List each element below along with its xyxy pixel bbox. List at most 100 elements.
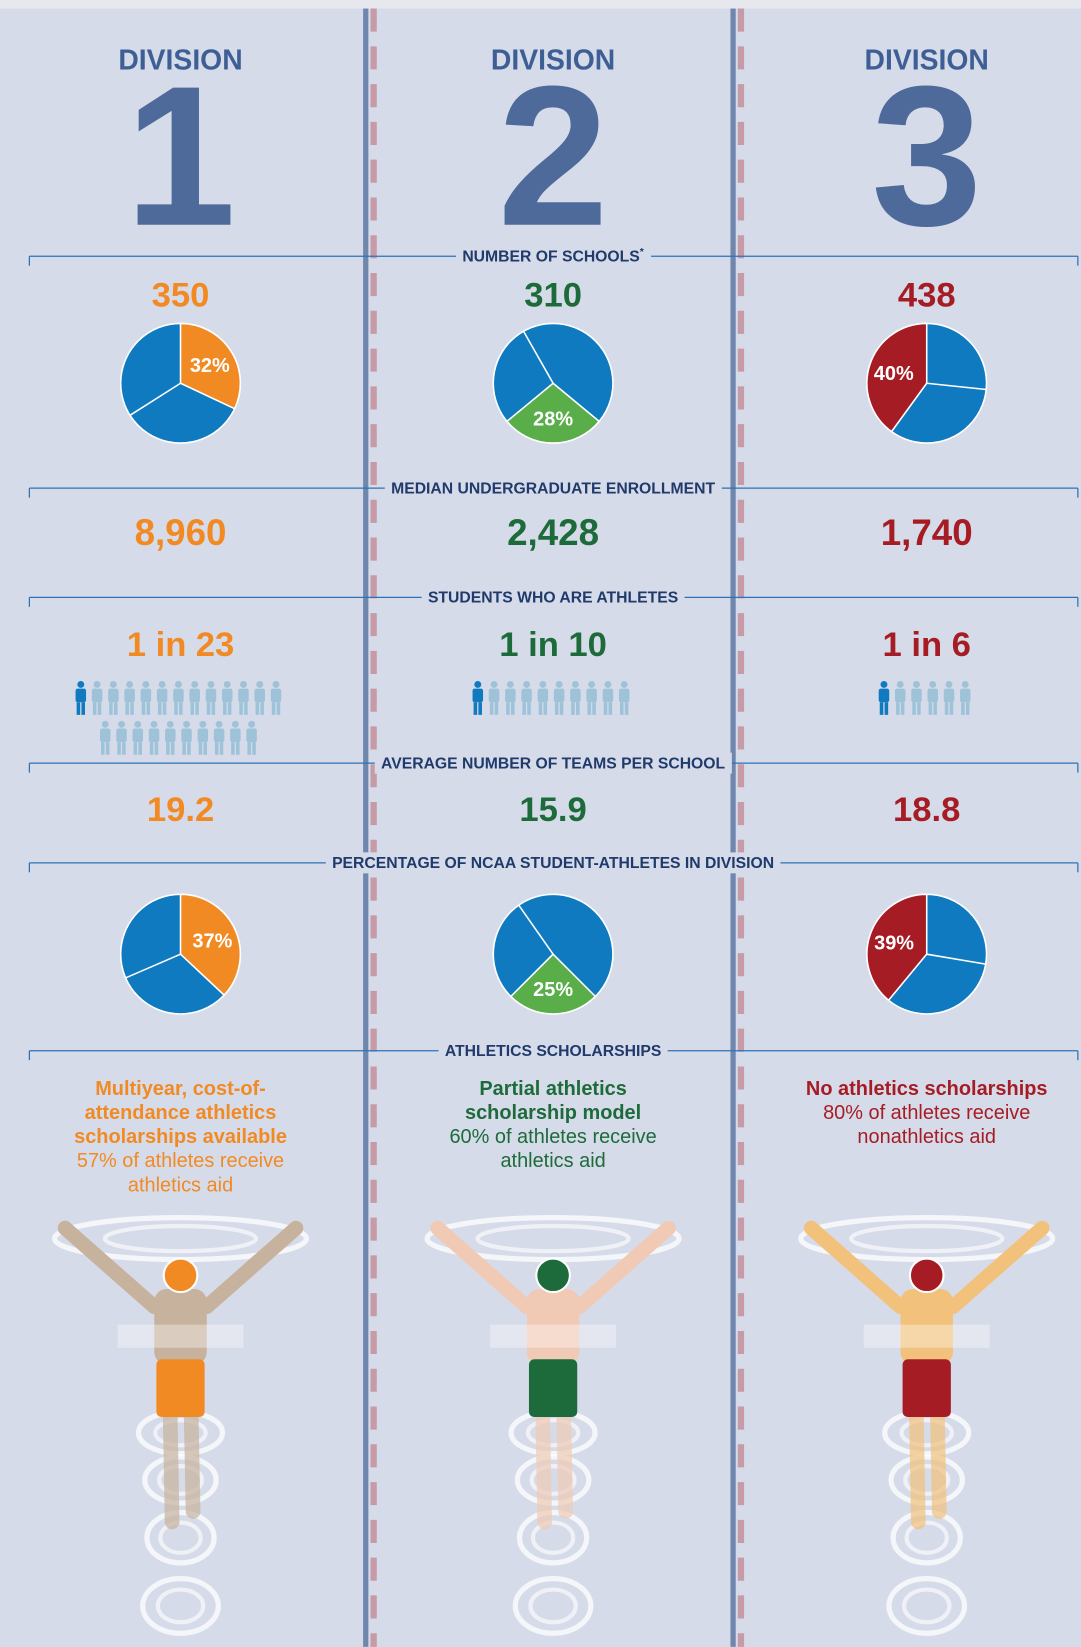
icon-leg <box>147 702 151 715</box>
icon-leg <box>93 702 97 715</box>
icon-body <box>76 689 86 703</box>
icon-body <box>165 729 175 743</box>
teams-per-school: 18.8 <box>893 791 960 829</box>
section-title: STUDENTS WHO ARE ATHLETES <box>428 590 678 607</box>
section-title: ATHLETICS SCHOLARSHIPS <box>445 1043 662 1060</box>
icon-head <box>913 681 920 688</box>
scholarship-title: Multiyear, cost-of-attendance athletics … <box>52 1077 309 1149</box>
division-number: 3 <box>871 45 982 268</box>
icon-leg <box>256 702 260 715</box>
icon-head <box>110 681 117 688</box>
icon-leg <box>125 702 129 715</box>
icon-leg <box>215 742 219 755</box>
icon-head <box>240 681 247 688</box>
scholarship-text: Multiyear, cost-of-attendance athletics … <box>23 1077 338 1192</box>
icon-leg <box>212 702 216 715</box>
page: NUMBER OF SCHOOLS*MEDIAN UNDERGRADUATE E… <box>0 0 1081 1647</box>
icon-head <box>126 681 133 688</box>
icon-body <box>214 729 224 743</box>
section-title: MEDIAN UNDERGRADUATE ENROLLMENT <box>391 480 715 497</box>
icon-leg <box>539 702 543 715</box>
icon-body <box>222 689 232 703</box>
icon-body <box>473 689 483 703</box>
icon-leg <box>163 702 167 715</box>
icon-body <box>505 689 515 703</box>
icon-head <box>175 681 182 688</box>
icon-leg <box>158 702 162 715</box>
athlete-ratio: 1 in6 <box>883 626 971 664</box>
icon-head <box>199 721 206 728</box>
icon-body <box>100 729 110 743</box>
icon-leg <box>620 702 624 715</box>
icon-leg <box>625 702 629 715</box>
icon-leg <box>571 702 575 715</box>
teams-per-school: 15.9 <box>519 791 586 829</box>
icon-leg <box>130 702 134 715</box>
division-number: 1 <box>125 45 236 268</box>
icon-head <box>273 681 280 688</box>
icon-head <box>946 681 953 688</box>
icon-leg <box>478 702 482 715</box>
icon-leg <box>98 702 102 715</box>
scholarship-detail: 80% of athletes receive nonathletics aid <box>801 1101 1053 1149</box>
icon-head <box>207 681 214 688</box>
top-strip <box>0 0 1081 8</box>
icon-leg <box>223 702 227 715</box>
icon-leg <box>511 702 515 715</box>
ratio-of: 6 <box>952 626 971 664</box>
icon-body <box>173 689 183 703</box>
icon-body <box>944 689 954 703</box>
icon-head <box>474 681 481 688</box>
icon-body <box>255 689 265 703</box>
icon-body <box>895 689 905 703</box>
icon-head <box>880 681 887 688</box>
section-title: PERCENTAGE OF NCAA STUDENT-ATHLETES IN D… <box>332 855 774 872</box>
scholarship-title: Partial athletics scholarship model <box>448 1077 658 1125</box>
icon-leg <box>231 742 235 755</box>
pie-label: 37% <box>192 931 232 953</box>
icon-leg <box>106 742 110 755</box>
icon-leg <box>592 702 596 715</box>
icon-leg <box>171 742 175 755</box>
icon-head <box>507 681 514 688</box>
head <box>536 1259 570 1293</box>
infographic: NUMBER OF SCHOOLS*MEDIAN UNDERGRADUATE E… <box>0 0 1081 1647</box>
icon-leg <box>109 702 113 715</box>
icon-leg <box>929 702 933 715</box>
head <box>164 1259 198 1293</box>
icon-leg <box>506 702 510 715</box>
ratio-of: 10 <box>568 626 607 664</box>
section-title: AVERAGE NUMBER OF TEAMS PER SCHOOL <box>381 755 726 772</box>
icon-head <box>256 681 263 688</box>
icon-head <box>183 721 190 728</box>
head <box>910 1259 944 1293</box>
icon-body <box>181 729 191 743</box>
icon-leg <box>961 702 965 715</box>
pie-label: 40% <box>874 363 914 385</box>
icon-body <box>116 729 126 743</box>
icon-body <box>603 689 613 703</box>
icon-head <box>232 721 239 728</box>
icon-leg <box>244 702 248 715</box>
icon-head <box>224 681 231 688</box>
icon-body <box>198 729 208 743</box>
icon-head <box>962 681 969 688</box>
icon-leg <box>272 702 276 715</box>
icon-leg <box>228 702 232 715</box>
icon-leg <box>474 702 478 715</box>
icon-body <box>538 689 548 703</box>
ratio-prefix: 1 in <box>883 626 943 664</box>
pie-label: 25% <box>533 979 573 1001</box>
icon-leg <box>522 702 526 715</box>
icon-leg <box>166 742 170 755</box>
icon-body <box>92 689 102 703</box>
ratio-of: 23 <box>196 626 235 664</box>
icon-leg <box>239 702 243 715</box>
icon-leg <box>950 702 954 715</box>
icon-leg <box>260 702 264 715</box>
icon-leg <box>495 702 499 715</box>
icon-head <box>539 681 546 688</box>
icon-leg <box>142 702 146 715</box>
